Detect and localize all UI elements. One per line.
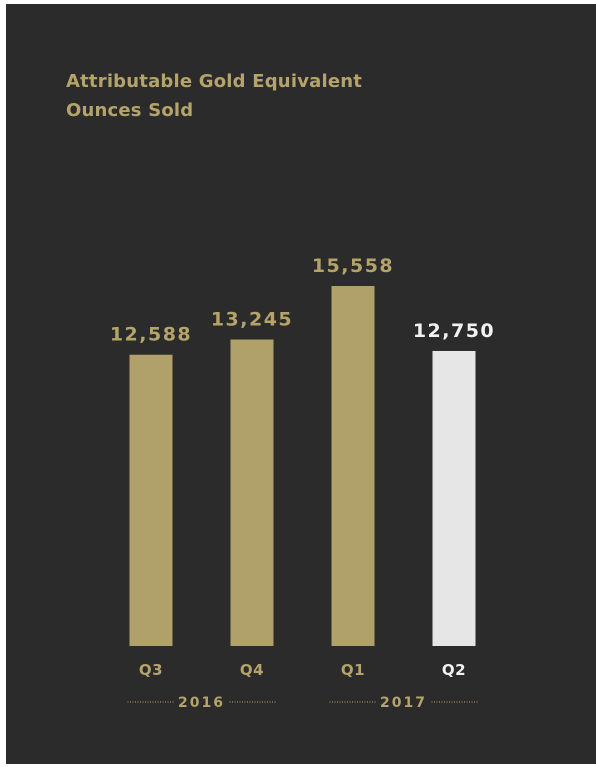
chart-panel: Attributable Gold Equivalent Ounces Sold… [6,4,596,764]
value-label-q4: 13,245 [211,309,293,331]
value-label-q1: 15,558 [312,255,394,277]
bar-q2 [432,350,476,646]
bar-q3 [129,354,173,646]
category-label-q3: Q3 [139,661,163,679]
year-label-2017: 2017 [380,695,427,711]
category-label-q2: Q2 [442,661,466,679]
bar-q4 [230,339,274,646]
chart-title-line-2: Ounces Sold [66,100,194,121]
category-label-q1: Q1 [341,661,365,679]
chart-title-line-1: Attributable Gold Equivalent [66,71,363,92]
value-label-q2: 12,750 [413,320,495,342]
bar-chart: 12,588 Q3 13,245 Q4 15,558 Q1 12,750 Q2 2016 2017 [110,255,495,711]
year-label-2016: 2016 [178,695,225,711]
category-label-q4: Q4 [240,661,264,679]
chart-title: Attributable Gold Equivalent Ounces Sold [66,67,362,125]
value-label-q3: 12,588 [110,324,192,346]
bar-q1 [331,286,375,646]
